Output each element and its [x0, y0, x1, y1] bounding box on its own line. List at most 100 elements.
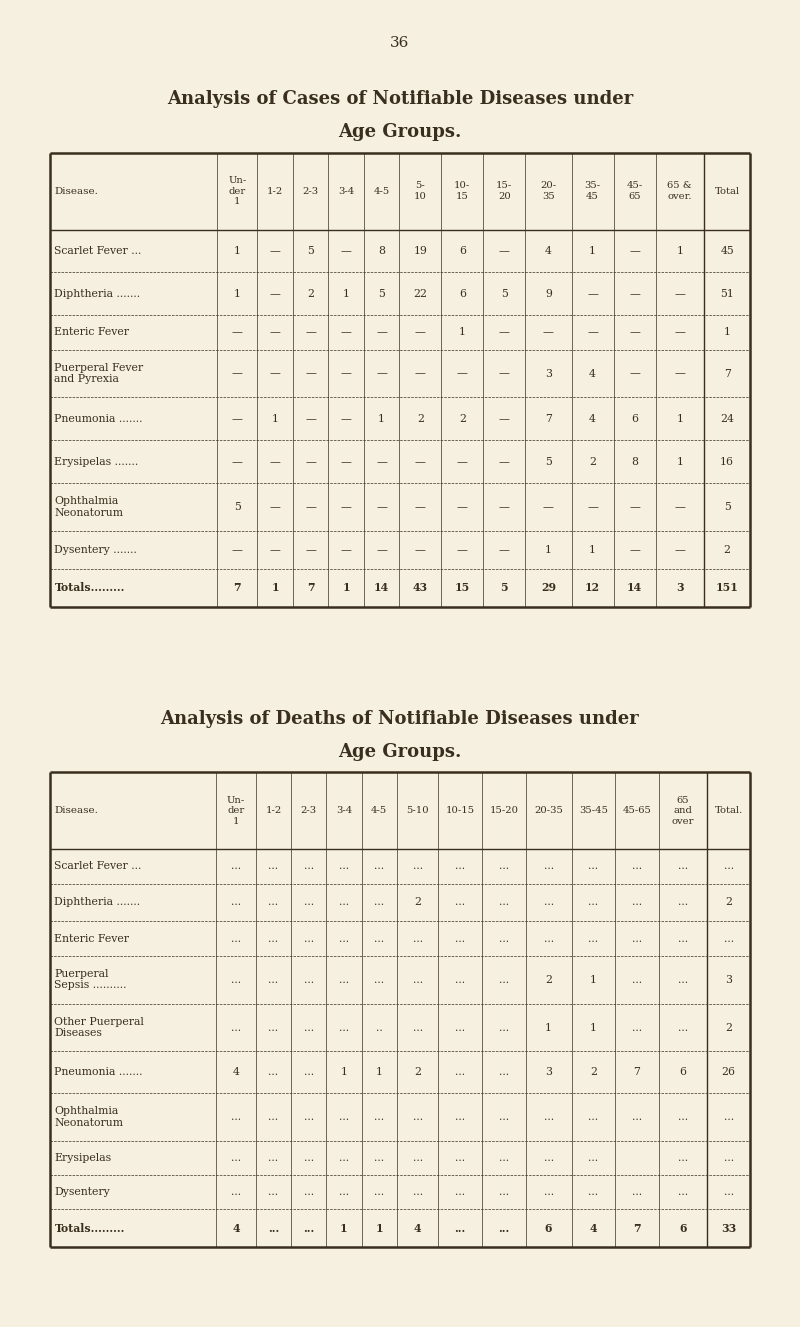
Text: 8: 8: [378, 245, 385, 256]
Text: ...: ...: [269, 1112, 278, 1121]
Text: ...: ...: [339, 1188, 349, 1197]
Text: 3-4: 3-4: [336, 807, 352, 815]
Text: 45: 45: [720, 245, 734, 256]
Text: —: —: [270, 289, 281, 299]
Text: ...: ...: [339, 933, 349, 943]
Text: —: —: [674, 369, 685, 378]
Text: ...: ...: [723, 1188, 734, 1197]
Text: —: —: [232, 328, 243, 337]
Text: —: —: [629, 328, 640, 337]
Text: ...: ...: [588, 1112, 598, 1121]
Text: —: —: [270, 369, 281, 378]
Text: ...: ...: [304, 1112, 314, 1121]
Text: 2: 2: [590, 1067, 597, 1078]
Text: ...: ...: [413, 1112, 422, 1121]
Text: ...: ...: [304, 897, 314, 908]
Text: 6: 6: [458, 289, 466, 299]
Text: ...: ...: [304, 1023, 314, 1032]
Text: —: —: [629, 502, 640, 512]
Text: ...: ...: [454, 1222, 466, 1234]
Text: 1: 1: [724, 328, 730, 337]
Text: 1: 1: [590, 974, 597, 985]
Text: —: —: [543, 502, 554, 512]
Text: —: —: [270, 545, 281, 555]
Text: 15-
20: 15- 20: [496, 182, 512, 200]
Text: 4: 4: [233, 1067, 239, 1078]
Text: —: —: [376, 369, 387, 378]
Text: 2: 2: [414, 1067, 421, 1078]
Text: ...: ...: [455, 1153, 466, 1162]
Text: 33: 33: [721, 1222, 736, 1234]
Text: —: —: [629, 545, 640, 555]
Text: 2-3: 2-3: [301, 807, 317, 815]
Text: ...: ...: [632, 933, 642, 943]
Text: 1: 1: [234, 245, 241, 256]
Text: ...: ...: [543, 897, 554, 908]
Text: —: —: [376, 545, 387, 555]
Text: ...: ...: [269, 933, 278, 943]
Text: —: —: [415, 369, 426, 378]
Text: 3: 3: [545, 1067, 552, 1078]
Text: 151: 151: [716, 583, 738, 593]
Text: ...: ...: [268, 1222, 279, 1234]
Text: Un-
der
1: Un- der 1: [227, 796, 245, 825]
Text: ...: ...: [374, 933, 384, 943]
Text: 45-65: 45-65: [622, 807, 651, 815]
Text: 1: 1: [676, 245, 683, 256]
Text: 1-2: 1-2: [266, 807, 282, 815]
Text: ...: ...: [269, 861, 278, 872]
Text: —: —: [341, 328, 351, 337]
Text: Diphtheria .......: Diphtheria .......: [54, 289, 141, 299]
Text: 7: 7: [634, 1067, 641, 1078]
Text: —: —: [341, 456, 351, 467]
Text: —: —: [415, 456, 426, 467]
Text: Total.: Total.: [714, 807, 742, 815]
Text: 2-3: 2-3: [302, 187, 318, 195]
Text: 6: 6: [631, 414, 638, 423]
Text: 1: 1: [340, 1222, 348, 1234]
Text: 6: 6: [679, 1222, 686, 1234]
Text: —: —: [543, 328, 554, 337]
Text: ...: ...: [413, 933, 422, 943]
Text: ...: ...: [498, 933, 509, 943]
Text: ...: ...: [231, 1188, 241, 1197]
Text: 1: 1: [342, 583, 350, 593]
Text: ...: ...: [678, 1023, 688, 1032]
Text: —: —: [305, 545, 316, 555]
Text: —: —: [629, 289, 640, 299]
Text: Erysipelas: Erysipelas: [54, 1153, 111, 1162]
Text: —: —: [674, 328, 685, 337]
Text: ...: ...: [304, 933, 314, 943]
Text: ...: ...: [543, 1153, 554, 1162]
Text: —: —: [415, 502, 426, 512]
Text: 3-4: 3-4: [338, 187, 354, 195]
Text: 45-
65: 45- 65: [626, 182, 642, 200]
Text: Analysis of Deaths of Notifiable Diseases under: Analysis of Deaths of Notifiable Disease…: [161, 710, 639, 729]
Text: ...: ...: [455, 1067, 466, 1078]
Text: ...: ...: [498, 1023, 509, 1032]
Text: 3: 3: [545, 369, 552, 378]
Text: —: —: [341, 414, 351, 423]
Text: 5-
10: 5- 10: [414, 182, 426, 200]
Text: ...: ...: [543, 1112, 554, 1121]
Text: 1: 1: [590, 1023, 597, 1032]
Text: 5: 5: [378, 289, 385, 299]
Text: ...: ...: [304, 1067, 314, 1078]
Text: Dysentery .......: Dysentery .......: [54, 545, 138, 555]
Text: 7: 7: [234, 583, 241, 593]
Text: 2: 2: [725, 897, 732, 908]
Text: ...: ...: [339, 1112, 349, 1121]
Text: 2: 2: [417, 414, 424, 423]
Text: 5: 5: [234, 502, 241, 512]
Text: ...: ...: [413, 974, 422, 985]
Text: 4: 4: [232, 1222, 240, 1234]
Text: 5: 5: [501, 583, 508, 593]
Text: —: —: [498, 369, 510, 378]
Text: ...: ...: [455, 933, 466, 943]
Text: 14: 14: [374, 583, 389, 593]
Text: Disease.: Disease.: [54, 807, 98, 815]
Text: ...: ...: [374, 897, 384, 908]
Text: ...: ...: [678, 897, 688, 908]
Text: 4: 4: [545, 245, 552, 256]
Text: —: —: [498, 502, 510, 512]
